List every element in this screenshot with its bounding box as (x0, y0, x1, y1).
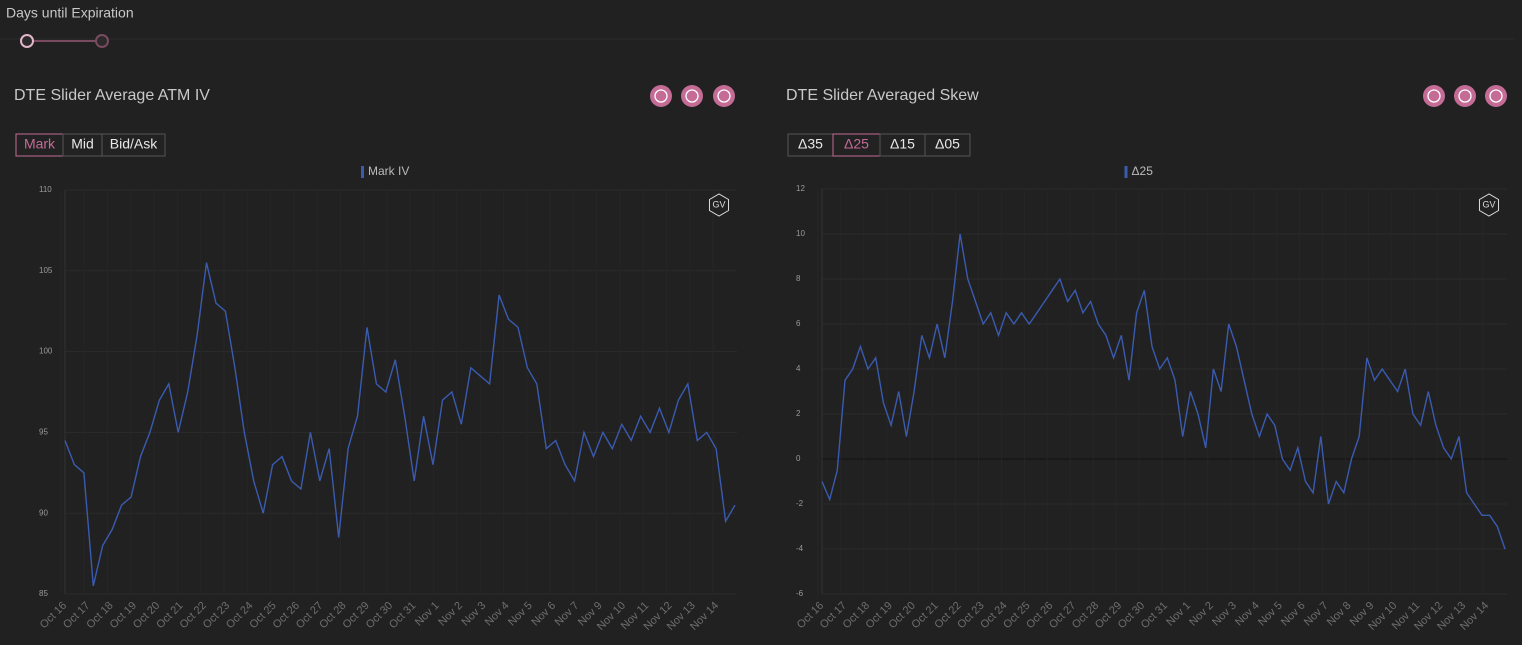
x-tick-label: Nov 6 (1279, 600, 1308, 629)
y-tick-label: 12 (796, 184, 805, 193)
y-tick-label: 0 (796, 454, 801, 463)
icon-button[interactable] (1485, 85, 1507, 107)
data-line (821, 233, 1506, 550)
icon-button[interactable] (1423, 85, 1445, 107)
y-tick-label: 2 (796, 409, 801, 418)
y-tick-label: 6 (796, 319, 801, 328)
watermark-badge (1478, 193, 1500, 217)
toggle-label: Δ05 (935, 136, 960, 152)
watermark: GV (1482, 199, 1495, 209)
icon-glyph (1427, 89, 1441, 103)
toggle-button[interactable] (101, 133, 166, 157)
x-tick-label: Nov 8 (1325, 600, 1354, 629)
icon-button[interactable] (713, 85, 735, 107)
y-tick-label: -4 (796, 544, 804, 553)
x-tick-label: Nov 7 (553, 600, 582, 629)
icon-button[interactable] (650, 85, 672, 107)
x-tick-label: Nov 1 (413, 600, 442, 629)
y-tick-label: 85 (39, 589, 48, 598)
y-tick-label: 95 (39, 428, 48, 437)
y-tick-label: 105 (39, 266, 53, 275)
x-tick-label: Nov 2 (436, 600, 465, 629)
toggle-label: Δ35 (798, 136, 823, 152)
icon-button[interactable] (681, 85, 703, 107)
y-tick-label: 10 (796, 229, 805, 238)
slider-handle[interactable] (95, 34, 109, 48)
x-tick-label: Nov 3 (1210, 600, 1239, 629)
data-line (64, 262, 736, 587)
watermark-badge (708, 193, 730, 217)
x-tick-label: Nov 1 (1164, 600, 1193, 629)
slider-label: Days until Expiration (6, 5, 134, 21)
chart-title: DTE Slider Averaged Skew (786, 87, 979, 104)
x-tick-label: Nov 7 (1302, 600, 1331, 629)
slider-handle[interactable] (20, 34, 34, 48)
x-tick-label: Nov 4 (483, 600, 512, 629)
y-tick-label: -2 (796, 499, 804, 508)
toggle-label: Mid (71, 136, 94, 152)
x-tick-label: Nov 5 (1256, 600, 1285, 629)
y-tick-label: 4 (796, 364, 801, 373)
y-tick-label: 8 (796, 274, 801, 283)
x-tick-label: Nov 5 (506, 600, 535, 629)
y-tick-label: 110 (39, 185, 52, 194)
toggle-button[interactable] (924, 133, 971, 157)
toggle-label: Δ25 (844, 136, 869, 152)
icon-button[interactable] (1454, 85, 1476, 107)
icon-glyph (717, 89, 731, 103)
legend-label: Δ25 (1132, 164, 1154, 178)
y-tick-label: 90 (39, 508, 48, 517)
legend-label: Mark IV (368, 164, 409, 178)
toggle-label: Mark (24, 136, 56, 152)
toggle-label: Δ15 (890, 136, 915, 152)
x-tick-label: Nov 6 (529, 600, 558, 629)
icon-glyph (654, 89, 668, 103)
icon-glyph (685, 89, 699, 103)
icon-glyph (1458, 89, 1472, 103)
y-tick-label: 100 (39, 347, 53, 356)
legend-swatch (1124, 166, 1128, 178)
toggle-label: Bid/Ask (110, 136, 158, 152)
x-tick-label: Oct 31 (387, 600, 418, 631)
icon-glyph (1489, 89, 1503, 103)
legend-swatch (361, 166, 364, 178)
chart-title: DTE Slider Average ATM IV (14, 87, 210, 104)
watermark: GV (712, 199, 725, 209)
y-tick-label: -6 (796, 589, 804, 598)
x-tick-label: Nov 2 (1187, 600, 1216, 629)
x-tick-label: Nov 4 (1233, 600, 1262, 629)
x-tick-label: Nov 3 (460, 600, 489, 629)
